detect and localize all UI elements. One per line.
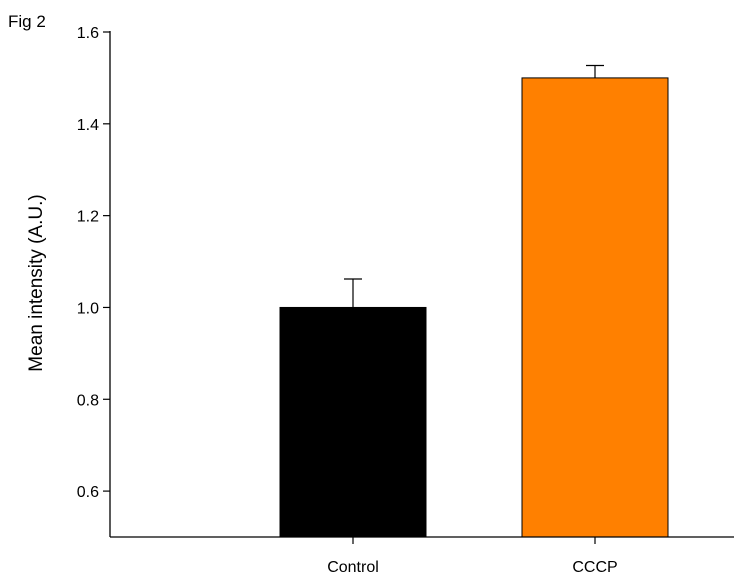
figure-label: Fig 2 xyxy=(8,12,46,31)
bar-cccp xyxy=(521,77,669,538)
y-tick-label: 0.6 xyxy=(77,484,99,501)
y-tick-label: 1.2 xyxy=(77,209,99,226)
bars xyxy=(279,77,669,538)
y-tick-label: 1.4 xyxy=(77,117,99,134)
y-tick-label: 1.6 xyxy=(77,25,99,42)
y-tick-label: 0.8 xyxy=(77,392,99,409)
x-axis-labels: Control CCCP xyxy=(327,537,618,576)
x-tick-label-control: Control xyxy=(327,559,379,576)
bar-control xyxy=(279,306,427,538)
y-axis-title: Mean intensity (A.U.) xyxy=(26,194,47,371)
y-axis-ticks: 0.6 0.8 1.0 1.2 1.4 1.6 xyxy=(77,25,110,501)
y-tick-label: 1.0 xyxy=(77,300,99,317)
axes xyxy=(109,31,734,538)
error-bars xyxy=(344,64,604,308)
x-tick-label-cccp: CCCP xyxy=(572,559,617,576)
